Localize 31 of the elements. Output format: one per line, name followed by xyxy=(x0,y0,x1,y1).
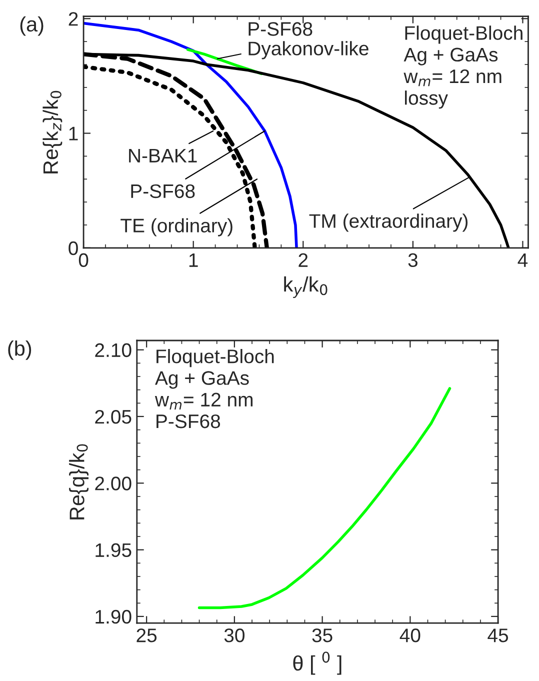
y-tick-label: 0 xyxy=(68,241,78,256)
chart-title: (b) xyxy=(8,340,32,360)
annotation: TM (extraordinary) xyxy=(309,214,468,232)
x-tick-label: 30 xyxy=(224,628,244,642)
annotation: P-SF68 xyxy=(131,184,195,198)
annotation: N-BAK1 xyxy=(129,148,197,162)
x-tick-label: 0 xyxy=(78,253,88,268)
annotation: TE (ordinary) xyxy=(120,218,232,236)
x-tick-label: 1 xyxy=(189,253,198,267)
y-tick-label: 1 xyxy=(69,126,78,140)
y-tick-label: 2 xyxy=(68,12,78,26)
y-tick-label: 2.00 xyxy=(95,476,132,490)
x-tick-label: 25 xyxy=(136,628,157,642)
chart-title: (a) xyxy=(20,16,44,36)
x-axis-title: θ [ $^{0}$ ] xyxy=(293,652,342,675)
annotation: Floquet-Bloch Ag + GaAs w$_{m}$= 12 nm P-SF68 xyxy=(154,348,274,428)
x-tick-label: 3 xyxy=(408,253,418,268)
y-axis-title: Re{q}/k$_{0}$ xyxy=(69,444,88,520)
x-tick-label: 45 xyxy=(488,628,508,642)
x-tick-label: 2 xyxy=(298,253,308,267)
y-tick-label: 1.95 xyxy=(96,543,132,558)
x-tick-label: 4 xyxy=(518,253,528,267)
x-axis-title: k$_{y}$/k$_{0}$ xyxy=(284,276,328,298)
y-tick-label: 1.90 xyxy=(96,610,132,624)
annotation: P-SF68 Dyakonov-like xyxy=(248,22,368,60)
y-axis-title: Re{k$_{z}$}/k$_{0}$ xyxy=(42,90,62,174)
x-tick-label: 35 xyxy=(312,628,332,642)
annotation: Floquet-Bloch Ag + GaAs w$_{m}$= 12 nm lossy xyxy=(404,26,522,109)
y-tick-label: 2.05 xyxy=(95,410,132,424)
y-tick-label: 2.10 xyxy=(95,343,132,358)
x-tick-label: 40 xyxy=(400,628,420,642)
